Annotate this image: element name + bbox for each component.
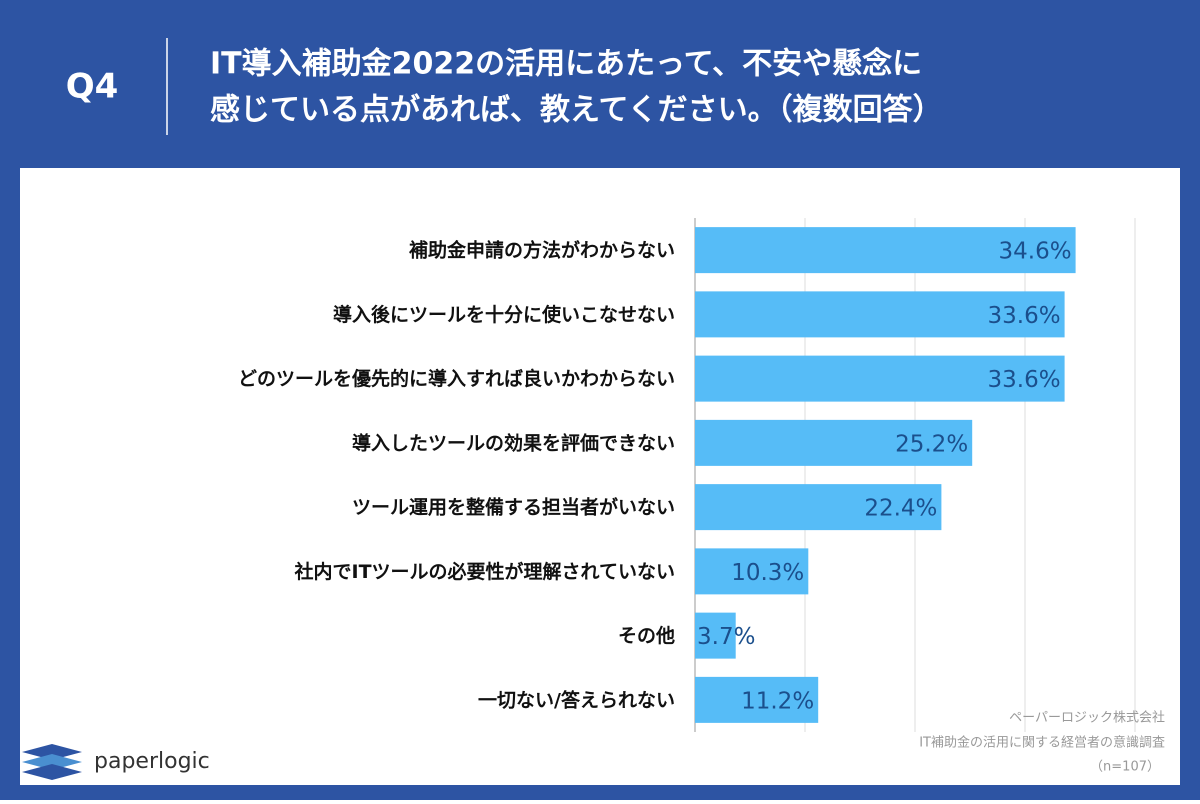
bar	[695, 484, 942, 531]
category-label: 導入したツールの効果を評価できない	[352, 431, 675, 454]
question-label: Q4	[66, 67, 119, 107]
value-label: 33.6%	[988, 367, 1061, 393]
source: IT補助金の活用に関する経営者の意識調査	[919, 735, 1165, 751]
value-label: 22.4%	[864, 496, 937, 522]
bar	[695, 676, 819, 723]
plot: 補助金申請の方法がわからない 34.6% 導入後にツールを十分に使いこなせない 33.…	[238, 218, 1136, 732]
category-label: 社内でITツールの必要性が理解されていない	[294, 560, 675, 583]
category-label: ツール運用を整備する担当者がいない	[352, 496, 675, 519]
logo-icon	[22, 744, 82, 780]
category-label: その他	[618, 624, 675, 647]
title-line: IT導入補助金2022の活用にあたって、不安や懸念に	[210, 47, 922, 82]
category-label: 導入後にツールを十分に使いこなせない	[333, 303, 675, 326]
bar	[695, 291, 1065, 338]
value-label: 10.3%	[731, 560, 804, 586]
value-label: 34.6%	[999, 239, 1072, 265]
value-label: 33.6%	[988, 303, 1061, 329]
category-label: 補助金申請の方法がわからない	[408, 239, 675, 262]
category-label: どのツールを優先的に導入すれば良いかわからない	[238, 367, 675, 390]
value-label: 11.2%	[741, 688, 814, 714]
source: ペーパーロジック株式会社	[1009, 710, 1165, 726]
logo-text: paperlogic	[94, 749, 210, 774]
title-line: 感じている点があれば、教えてください。（複数回答）	[210, 93, 943, 128]
source: （n=107）	[1090, 760, 1160, 775]
category-label: 一切ない/答えられない	[478, 688, 675, 711]
bar	[695, 548, 809, 595]
bar	[695, 355, 1065, 402]
value-label: 25.2%	[895, 431, 968, 457]
value-label: 3.7%	[697, 624, 755, 650]
bar	[695, 612, 736, 659]
bar	[695, 227, 1076, 274]
bar	[695, 419, 973, 466]
